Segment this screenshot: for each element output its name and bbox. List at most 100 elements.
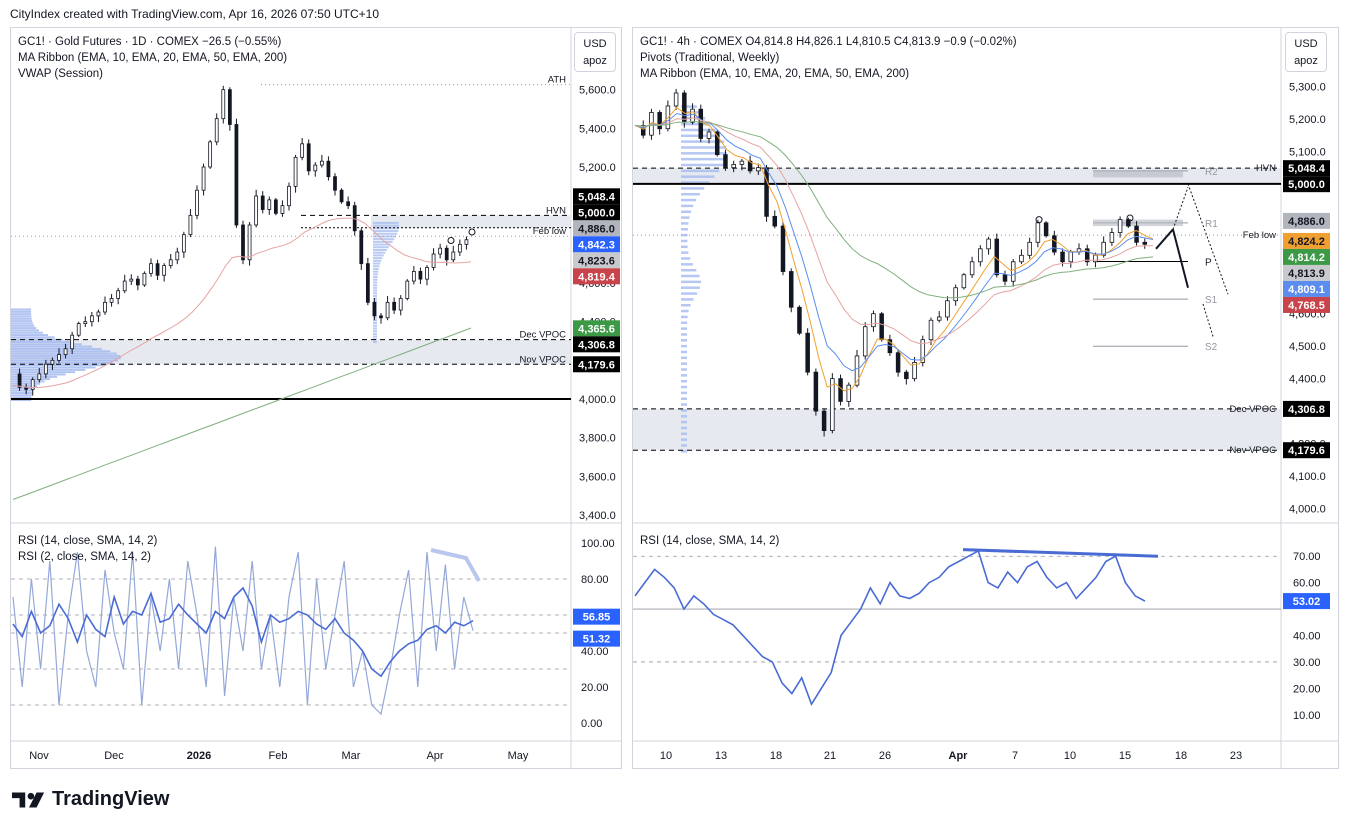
right-chart-canvas[interactable]: HVN Feb low Dec VPOC Nov VPOC R2 R1 P S1 S2 5,300…: [633, 28, 1338, 768]
left-currency-button[interactable]: USD apoz: [574, 32, 616, 72]
right-pivot-label: R1: [1205, 219, 1218, 230]
left-volume-profile-bar-2: [373, 286, 378, 289]
left-candle: [280, 205, 285, 214]
left-volume-profile-bar-2: [373, 273, 378, 276]
left-candle: [234, 124, 239, 226]
right-volume-profile-bar: [681, 362, 687, 365]
right-candle: [805, 332, 810, 373]
left-nov-vpoc-line-label: Nov VPOC: [520, 354, 567, 365]
left-volume-profile-bar-2: [373, 316, 378, 319]
left-volume-profile-bar-2: [373, 335, 377, 338]
left-scale-mode-label: apoz: [583, 55, 607, 67]
right-time-label: 7: [1012, 750, 1018, 762]
left-volume-profile-bar: [11, 317, 32, 320]
right-candle: [747, 160, 753, 172]
left-candle: [122, 280, 127, 292]
left-volume-profile-bar-2: [373, 327, 377, 330]
left-ema-50: [12, 217, 472, 389]
right-volume-profile-bar: [681, 140, 724, 143]
right-chart-panel[interactable]: HVN Feb low Dec VPOC Nov VPOC R2 R1 P S1 S2 5,300…: [632, 27, 1339, 769]
right-volume-profile-bar: [681, 181, 710, 184]
right-rsi-tick: 20.00: [1293, 683, 1321, 695]
left-volume-profile-bar: [11, 392, 33, 395]
chart-header: CityIndex created with TradingView.com, …: [10, 7, 379, 21]
right-volume-profile-bar: [681, 350, 688, 354]
right-volume-profile-bar: [681, 292, 698, 295]
right-volume-profile-bar: [681, 286, 701, 289]
left-candle: [201, 166, 206, 191]
left-candle: [333, 176, 337, 191]
right-volume-profile-bar: [681, 426, 687, 430]
left-volume-profile-bar-2: [373, 281, 378, 284]
right-price-tag: 4,813.9: [1288, 268, 1325, 280]
left-volume-profile-bar: [11, 324, 35, 327]
left-volume-profile-bar-2: [373, 332, 377, 335]
left-volume-profile-bar-2: [373, 265, 380, 268]
left-candle: [464, 239, 469, 245]
left-chart-canvas[interactable]: ATH HVN Feb low Dec VPOC Nov VPOC 5,600.0 5,40…: [11, 28, 621, 768]
right-volume-profile-bar: [681, 379, 687, 383]
left-volume-profile-bar-2: [373, 330, 377, 333]
left-candle: [57, 354, 61, 361]
left-candle: [162, 265, 167, 276]
right-rsi-tick: 40.00: [1293, 631, 1321, 643]
left-volume-profile-bar-2: [373, 297, 378, 300]
left-candle: [17, 373, 22, 388]
right-candle: [862, 326, 868, 357]
left-price-tag: 4,842.3: [578, 239, 615, 251]
right-candle: [871, 313, 876, 328]
right-candle: [961, 274, 967, 289]
left-chart-panel[interactable]: ATH HVN Feb low Dec VPOC Nov VPOC 5,600.0 5,40…: [10, 27, 622, 769]
left-time-label: Mar: [342, 750, 361, 762]
right-candle: [673, 92, 679, 107]
right-time-label: 26: [879, 750, 891, 762]
right-volume-profile-bar: [681, 315, 688, 319]
right-price-tick: 5,100.0: [1289, 146, 1326, 158]
left-volume-profile-bar-2: [373, 324, 378, 327]
left-rsi2-line: [12, 546, 474, 716]
left-candle: [254, 195, 259, 226]
left-candle: [155, 263, 160, 276]
right-candle: [1027, 241, 1032, 256]
right-price-tick: 5,200.0: [1289, 114, 1326, 126]
left-volume-profile-bar-2: [373, 235, 396, 238]
left-candle: [83, 321, 88, 324]
right-candle: [830, 378, 835, 431]
left-candle: [339, 189, 344, 203]
right-time-label: 18: [1175, 750, 1187, 762]
right-time-label: Apr: [949, 750, 969, 762]
right-candle: [821, 410, 827, 431]
left-candle: [50, 359, 55, 365]
left-volume-profile-bar: [11, 347, 102, 350]
right-volume-profile-bar: [681, 432, 687, 436]
right-currency-button[interactable]: USD apoz: [1285, 32, 1327, 72]
right-price-tag: 5,048.4: [1288, 163, 1326, 175]
right-candle: [723, 154, 728, 169]
left-price-tag-bg: [573, 236, 620, 253]
right-volume-profile-bar: [681, 192, 700, 196]
left-candle: [385, 301, 390, 319]
right-candle: [1010, 261, 1016, 282]
right-time-label: 10: [660, 750, 672, 762]
right-time-label: 13: [715, 750, 727, 762]
right-candle: [1060, 251, 1065, 263]
right-price-tag: 5,000.0: [1288, 179, 1325, 191]
left-swing-high-marker: [468, 228, 476, 236]
right-candle: [813, 371, 819, 412]
right-volume-profile-bar: [681, 146, 727, 149]
right-volume-profile-bar: [681, 216, 690, 219]
left-volume-profile-bar-2: [373, 270, 379, 273]
left-rsi-tick: 20.00: [581, 682, 609, 694]
right-time-label: 15: [1119, 750, 1131, 762]
left-legend-ma-ribbon: MA Ribbon (EMA, 10, EMA, 20, EMA, 50, EM…: [18, 52, 288, 64]
left-candle: [30, 379, 35, 390]
left-price-tag: 4,819.4: [578, 271, 616, 283]
right-candle: [838, 378, 843, 402]
right-swing-high-marker: [1126, 214, 1134, 222]
left-price-tick: 3,400.0: [579, 510, 616, 522]
left-volume-profile-bar: [11, 366, 96, 369]
left-candle: [372, 301, 377, 317]
right-ema-10: [634, 106, 1154, 392]
right-candle: [780, 225, 786, 272]
right-candle: [986, 238, 991, 250]
